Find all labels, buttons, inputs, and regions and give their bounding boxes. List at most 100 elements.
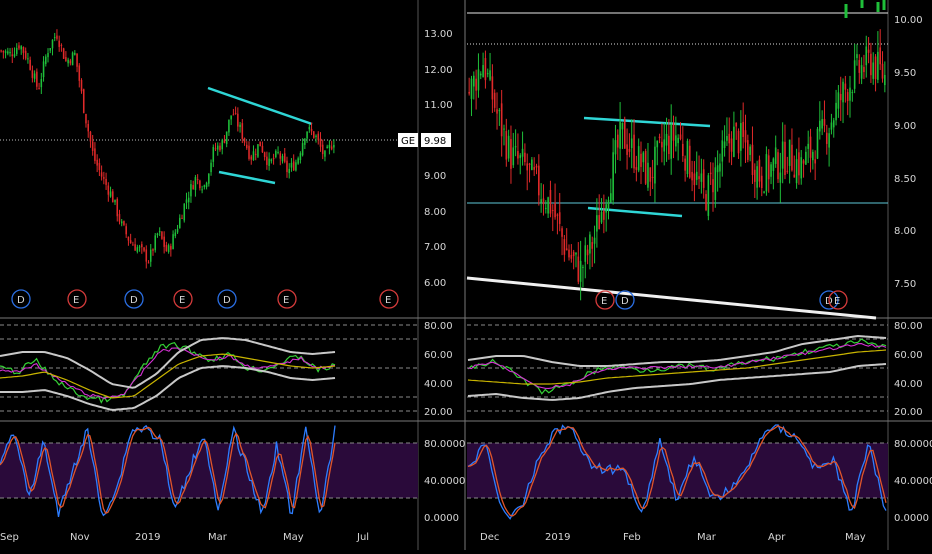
svg-text:E: E — [385, 295, 391, 306]
candle-body — [740, 123, 742, 151]
symbol-label: GE — [401, 136, 415, 147]
candle-body — [225, 131, 228, 144]
candle-body — [870, 53, 872, 76]
candle-body — [821, 119, 823, 129]
upper-pattern-line[interactable] — [207, 86, 313, 126]
candle-body — [118, 214, 121, 222]
candle-body — [80, 80, 83, 92]
candle-body — [228, 119, 230, 133]
rsi-slow-ma-line — [467, 349, 887, 385]
candle-body — [239, 124, 241, 128]
price-tick: 9.00 — [424, 171, 446, 182]
candle-body — [470, 78, 473, 99]
last-price-tag — [421, 133, 451, 147]
earnings-marker[interactable]: E — [828, 290, 848, 310]
candle-body — [702, 169, 705, 188]
candle-body — [867, 49, 870, 53]
stoch-d-line — [467, 425, 887, 517]
left-price-axis[interactable]: 13.00 12.00 11.00 9.00 8.00 7.00 6.00 — [424, 29, 453, 289]
price-tick: 10.00 — [894, 15, 923, 26]
long-trend-line[interactable] — [466, 276, 877, 320]
left-candles — [0, 29, 335, 269]
candle-body — [544, 207, 547, 209]
candle-body — [591, 242, 594, 249]
dividend-marker[interactable]: D — [615, 290, 635, 310]
candle-body — [477, 69, 480, 91]
earnings-marker[interactable]: E — [67, 289, 87, 309]
candle-body — [295, 162, 297, 171]
candle-body — [505, 131, 508, 160]
price-tick: 8.00 — [424, 207, 446, 218]
candle-body — [570, 254, 573, 259]
left-time-axis[interactable]: Sep Nov 2019 Mar May Jul — [0, 532, 369, 543]
dividend-marker[interactable]: D — [124, 289, 144, 309]
candle-body — [479, 73, 482, 76]
candle-body — [751, 144, 754, 176]
candle-body — [582, 266, 584, 268]
earnings-marker[interactable]: E — [173, 289, 193, 309]
candle-body — [607, 199, 610, 209]
candle-body — [877, 51, 879, 80]
candle-body — [496, 109, 498, 114]
left-event-markers[interactable]: D E D E D E E — [11, 289, 399, 309]
candle-body — [858, 60, 861, 73]
candle-body — [468, 91, 470, 94]
candle-body — [828, 133, 830, 148]
rectangle-top-line[interactable] — [583, 116, 711, 128]
candle-body — [11, 54, 14, 57]
candle-body — [540, 199, 542, 203]
candle-body — [145, 249, 148, 262]
candle-body — [628, 148, 631, 152]
candle-body — [125, 226, 127, 235]
earnings-marker[interactable]: E — [595, 290, 615, 310]
candle-body — [884, 74, 886, 86]
candle-body — [154, 235, 156, 251]
right-price-axis[interactable]: 10.00 9.50 9.00 8.50 8.00 7.50 — [894, 15, 923, 290]
candle-body — [190, 184, 192, 197]
candle-body — [730, 138, 733, 152]
candle-body — [844, 4, 848, 18]
svg-text:40.00: 40.00 — [424, 379, 453, 390]
candle-body — [89, 131, 92, 142]
time-tick: Apr — [768, 532, 786, 543]
candle-body — [605, 204, 607, 213]
candle-body — [203, 185, 206, 187]
candle-body — [216, 145, 219, 150]
candle-body — [319, 138, 322, 147]
candle-body — [507, 135, 510, 159]
candle-body — [277, 151, 279, 153]
candle-body — [214, 148, 217, 150]
dividend-marker[interactable]: D — [11, 289, 31, 309]
candle-body — [846, 92, 849, 102]
candle-body — [129, 240, 132, 244]
candle-body — [521, 148, 524, 157]
candle-body — [297, 158, 299, 164]
candle-body — [512, 147, 515, 166]
candle-body — [856, 54, 858, 59]
rsi-upper-band — [467, 334, 887, 367]
candle-body — [243, 138, 246, 143]
candle-body — [165, 244, 168, 252]
candle-body — [503, 128, 505, 130]
time-tick: Dec — [480, 532, 499, 543]
earnings-marker[interactable]: E — [277, 289, 297, 309]
candle-body — [112, 191, 114, 203]
candle-body — [651, 176, 654, 178]
earnings-marker[interactable]: E — [379, 289, 399, 309]
candle-body — [107, 185, 110, 195]
candle-body — [688, 145, 691, 178]
candle-body — [860, 0, 864, 8]
lower-pattern-line[interactable] — [218, 170, 276, 185]
right-time-axis[interactable]: Dec 2019 Feb Mar Apr May — [480, 532, 866, 543]
candle-body — [549, 190, 552, 214]
candle-body — [15, 47, 18, 54]
candle-body — [672, 123, 675, 141]
right-event-markers[interactable]: E D D E — [595, 290, 848, 310]
candle-body — [765, 154, 768, 192]
candle-body — [619, 122, 621, 149]
dividend-marker[interactable]: D — [217, 289, 237, 309]
candle-body — [33, 73, 36, 79]
price-tick: 9.50 — [894, 68, 916, 79]
candle-body — [321, 144, 324, 155]
